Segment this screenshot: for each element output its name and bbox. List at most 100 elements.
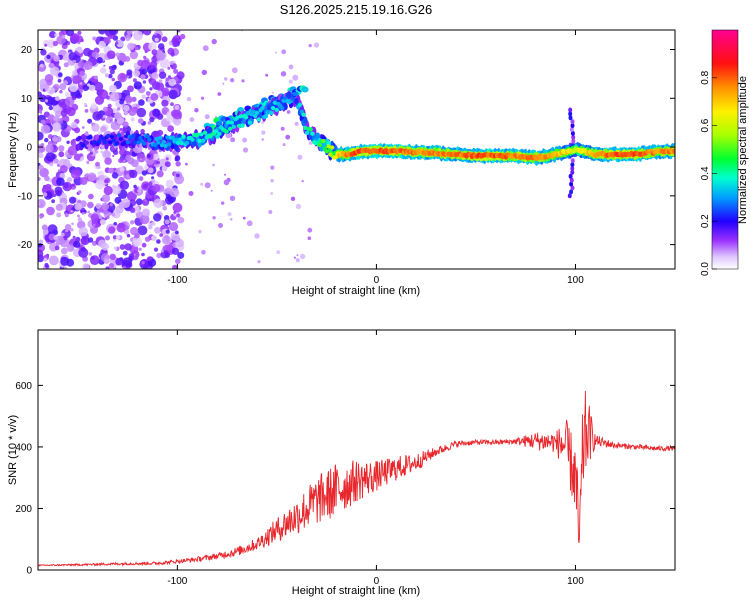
spectrogram-noise-blob — [133, 255, 139, 261]
spectrogram-ridge-cell — [315, 132, 321, 140]
spectrogram-noise-blob — [175, 258, 181, 265]
spectrogram-noise-blob — [130, 117, 135, 122]
spectrogram-noise-blob — [156, 252, 162, 259]
spectrogram-noise-blob — [111, 77, 115, 82]
spectrogram-y-tick-label: 0 — [26, 143, 32, 154]
spectrogram-noise-blob — [52, 115, 60, 123]
spectrogram-ridge-cell — [179, 141, 184, 146]
spectrogram-noise-blob — [87, 118, 93, 124]
spectrogram-noise-blob — [104, 73, 109, 78]
spectrogram-noise-blob — [166, 244, 173, 251]
spectrogram-noise-blob — [81, 126, 85, 129]
spectrogram-noise-blob — [229, 195, 236, 201]
spectrogram-noise-blob — [156, 160, 160, 165]
spectrogram-noise-blob — [82, 84, 89, 92]
spectrogram-noise-blob — [54, 245, 60, 251]
spectrogram-noise-blob — [63, 159, 71, 166]
spectrogram-noise-blob — [66, 140, 70, 144]
spectrogram-noise-blob — [135, 46, 139, 51]
spectrogram-noise-blob — [105, 235, 110, 241]
spectrogram-ridge-cell — [672, 148, 675, 154]
spectrogram-noise-blob — [133, 81, 142, 90]
colorbar-ticks: 0.0 0.2 0.4 0.6 0.8 — [700, 70, 717, 276]
spectrogram-noise-blob — [109, 203, 113, 207]
spectrogram-noise-blob — [270, 192, 274, 195]
spectrogram-ridge-cell — [111, 138, 116, 143]
spectrogram-noise-blob — [151, 176, 155, 180]
spectrogram-noise-blob — [39, 239, 44, 244]
spectrogram-ridge-cell — [115, 141, 120, 146]
spectrogram-noise-blob — [102, 115, 107, 119]
spectrogram-noise-blob — [44, 43, 48, 47]
spectrogram-ridge-cell — [294, 91, 299, 96]
spectrogram-noise-blob — [65, 30, 75, 37]
spectrogram-noise-blob — [131, 30, 137, 33]
spectrogram-noise-blob — [122, 121, 129, 128]
spectrogram-y-tick-label: -20 — [18, 240, 33, 251]
spectrogram-ridge-cell — [270, 106, 276, 111]
spectrogram-noise-blob — [68, 52, 78, 61]
spectrogram-spike-blob — [568, 111, 573, 117]
spectrogram-noise-blob — [109, 119, 113, 122]
spectrogram-noise-blob — [142, 80, 147, 84]
spectrogram-ridge-cell — [132, 140, 138, 145]
spectrogram-noise-blob — [64, 224, 72, 231]
spectrogram-noise-blob — [122, 128, 127, 133]
spectrogram-x-axis-label: Height of straight line (km) — [292, 285, 420, 297]
spectrogram-noise-blob — [130, 220, 135, 225]
spectrogram-noise-blob — [116, 222, 127, 233]
spectrogram-noise-blob — [133, 30, 143, 41]
spectrogram-noise-blob — [108, 30, 119, 36]
spectrogram-ridge-cell — [199, 132, 204, 137]
spectrogram-noise-blob — [143, 55, 147, 60]
figure-title: S126.2025.215.19.16.G26 — [280, 2, 433, 17]
colorbar: 0.0 0.2 0.4 0.6 0.8 Normalized spectral ampl… — [700, 29, 749, 276]
snr-frame — [37, 329, 676, 571]
spectrogram-noise-blob — [165, 77, 170, 82]
spectrogram-noise-blob — [123, 104, 130, 112]
spectrogram-noise-blob — [105, 266, 110, 269]
spectrogram-noise-blob — [91, 123, 100, 132]
spectrogram-ridge-cell — [201, 138, 206, 143]
spectrogram-noise-blob — [89, 151, 93, 155]
spectrogram-noise-blob — [98, 40, 106, 49]
spectrogram-noise-blob — [112, 235, 117, 240]
spectrogram-noise-blob — [119, 180, 130, 190]
spectrogram-noise-blob — [301, 180, 304, 183]
spectrogram-ridge-cell — [184, 140, 190, 145]
spectrogram-noise-blob — [161, 235, 172, 245]
spectrogram-ridge-cell — [227, 126, 233, 131]
spectrogram-noise-blob — [111, 64, 117, 71]
spectrogram-noise-blob — [158, 71, 167, 79]
spectrogram-noise-blob — [119, 99, 125, 105]
spectrogram-noise-blob — [44, 262, 49, 268]
spectrogram-noise-blob — [152, 108, 161, 117]
spectrogram-noise-blob — [138, 176, 144, 181]
spectrogram-ridge-cell — [256, 117, 261, 122]
spectrogram-noise-blob — [103, 150, 111, 158]
spectrogram-noise-blob — [227, 212, 232, 217]
spectrogram-noise-blob — [148, 77, 156, 85]
spectrogram-noise-blob — [280, 71, 287, 77]
spectrogram-noise-blob — [87, 201, 94, 209]
snr-x-tick-label: -100 — [167, 576, 187, 587]
spectrogram-ridge-cell — [308, 127, 313, 132]
spectrogram-noise-blob — [175, 241, 180, 246]
spectrogram-noise-blob — [221, 201, 225, 205]
spectrogram-ridge-cell — [152, 142, 157, 147]
spectrogram-noise-blob — [106, 50, 116, 59]
spectrogram-noise-blob — [116, 40, 124, 48]
spectrogram-noise-blob — [170, 102, 174, 107]
spectrogram-ridge-cell — [238, 114, 243, 119]
spectrogram-noise-blob — [168, 222, 179, 232]
spectrogram-noise-blob — [174, 155, 181, 162]
spectrogram-noise-blob — [63, 62, 69, 68]
spectrogram-noise-blob — [167, 66, 171, 70]
spectrogram-noise-blob — [147, 256, 152, 261]
spectrogram-noise-blob — [168, 78, 177, 87]
spectrogram-noise-blob — [198, 230, 202, 234]
spectrogram-ridge-cell — [116, 133, 122, 138]
spectrogram-noise-blob — [122, 250, 128, 256]
spectrogram-noise-blob — [104, 258, 110, 265]
